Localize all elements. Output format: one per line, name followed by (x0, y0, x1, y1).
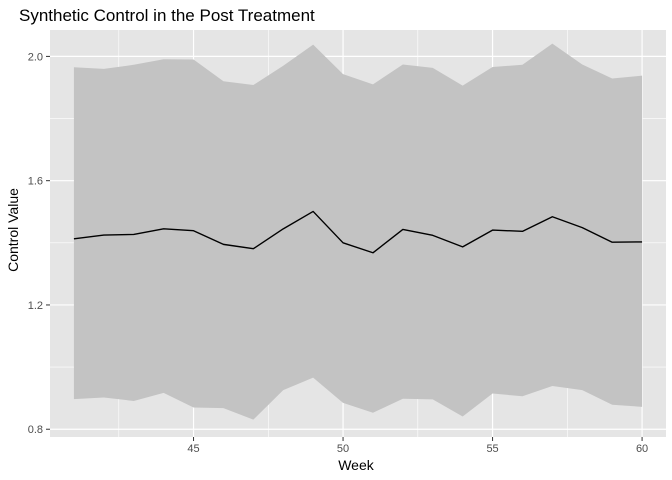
ribbon-layer (73, 43, 643, 420)
control-value-line (73, 210, 643, 254)
y-tick-label: 2.0 (28, 51, 43, 63)
y-axis-title: Control Value (5, 188, 21, 272)
x-tick-label: 55 (486, 443, 498, 455)
y-tick-label: 0.8 (28, 424, 43, 436)
y-axis: 0.8 1.2 1.6 2.0 (28, 51, 50, 436)
y-tick-label: 1.6 (28, 176, 43, 188)
x-tick-label: 50 (337, 443, 349, 455)
confidence-ribbon (73, 43, 643, 420)
x-tick-label: 45 (187, 443, 199, 455)
line-layer (73, 210, 643, 254)
chart-title: Synthetic Control in the Post Treatment (19, 6, 315, 25)
x-axis-title: Week (338, 457, 375, 473)
x-tick-label: 60 (636, 443, 648, 455)
x-axis: 45 50 55 60 (187, 437, 648, 455)
y-tick-label: 1.2 (28, 300, 43, 312)
